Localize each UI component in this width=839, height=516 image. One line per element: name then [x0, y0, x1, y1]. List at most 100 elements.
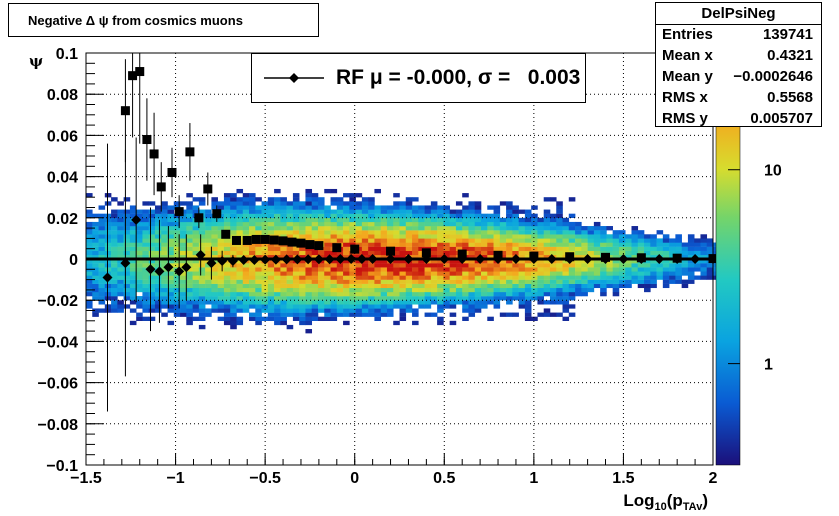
heatmap-cell: [506, 213, 513, 218]
heatmap-cell: [86, 221, 93, 227]
heatmap-cell: [669, 263, 676, 268]
heatmap-cell: [217, 226, 225, 231]
heatmap-cell: [280, 283, 287, 289]
heatmap-cell: [305, 316, 313, 321]
heatmap-cell: [249, 271, 256, 276]
heatmap-cell: [217, 201, 225, 206]
heatmap-cell: [349, 205, 356, 210]
heatmap-cell: [261, 221, 269, 227]
heatmap-cell: [543, 242, 551, 247]
heatmap-cell: [543, 209, 551, 214]
heatmap-cell: [167, 259, 175, 264]
heatmap-cell: [418, 242, 425, 247]
heatmap-cell: [462, 304, 469, 309]
heatmap-cell: [230, 209, 237, 214]
heatmap-cell: [211, 263, 218, 268]
heatmap-cell: [111, 250, 118, 256]
heatmap-cell: [255, 291, 262, 297]
heatmap-cell: [223, 193, 231, 198]
y-tick-label: −0.1: [46, 458, 78, 475]
heatmap-cell: [430, 250, 438, 256]
heatmap-cell: [474, 226, 482, 231]
heatmap-cell: [694, 275, 701, 280]
heatmap-cell: [687, 254, 695, 260]
x-tick-label: 1: [529, 470, 538, 487]
heatmap-cell: [173, 291, 181, 297]
heatmap-cell: [317, 263, 325, 268]
heatmap-cell: [236, 230, 244, 235]
heatmap-cell: [593, 259, 601, 264]
heatmap-cell: [543, 300, 551, 305]
heatmap-cell: [154, 254, 162, 260]
heatmap-cell: [430, 263, 438, 268]
heatmap-cell: [412, 308, 419, 313]
heatmap-cell: [399, 312, 407, 317]
heatmap-cell: [355, 259, 363, 264]
heatmap-cell: [531, 213, 538, 218]
heatmap-cell: [455, 279, 463, 284]
heatmap-cell: [600, 242, 607, 247]
heatmap-cell: [386, 221, 394, 227]
heatmap-cell: [600, 226, 607, 231]
heatmap-cell: [186, 271, 193, 276]
heatmap-cell: [412, 250, 419, 256]
heatmap-cell: [518, 304, 526, 309]
heatmap-cell: [267, 304, 275, 309]
heatmap-cell: [662, 238, 670, 243]
heatmap-cell: [123, 197, 131, 202]
heatmap-cell: [669, 250, 676, 256]
heatmap-cell: [211, 271, 218, 276]
gaussian-mean-diamond-marker: [475, 254, 486, 264]
heatmap-cell: [437, 271, 444, 276]
heatmap-cell: [437, 279, 444, 284]
heatmap-cell: [405, 271, 413, 276]
heatmap-cell: [543, 263, 551, 268]
heatmap-cell: [455, 287, 463, 293]
heatmap-cell: [575, 246, 582, 251]
heatmap-cell: [324, 267, 331, 272]
heatmap-cell: [299, 230, 306, 235]
heatmap-cell: [236, 279, 244, 284]
heatmap-cell: [198, 287, 206, 293]
heatmap-cell: [537, 217, 545, 223]
heatmap-cell: [618, 267, 626, 272]
heatmap-cell: [424, 300, 432, 305]
heatmap-cell: [261, 246, 269, 251]
heatmap-cell: [405, 300, 413, 305]
heatmap-cell: [412, 213, 419, 218]
heatmap-cell: [374, 242, 381, 247]
heatmap-cell: [487, 238, 494, 243]
heatmap-cell: [524, 275, 532, 280]
heatmap-cell: [368, 246, 375, 251]
heatmap-cell: [186, 287, 193, 293]
heatmap-cell: [198, 316, 206, 321]
heatmap-cell: [537, 238, 545, 243]
heatmap-cell: [104, 304, 112, 309]
heatmap-cell: [437, 300, 444, 305]
heatmap-cell: [267, 263, 275, 268]
heatmap-cell: [374, 263, 381, 268]
heatmap-cell: [587, 267, 595, 272]
heatmap-cell: [399, 263, 407, 268]
heatmap-cell: [675, 271, 682, 276]
heatmap-cell: [173, 279, 181, 284]
heatmap-cell: [355, 193, 363, 198]
heatmap-cell: [449, 213, 457, 218]
heatmap-cell: [493, 213, 501, 218]
x-tick-label: −1.5: [70, 470, 102, 487]
heatmap-cell: [556, 242, 563, 247]
heatmap-cell: [581, 267, 588, 272]
heatmap-cell: [299, 296, 306, 301]
heatmap-cell: [223, 300, 231, 305]
heatmap-cell: [418, 259, 425, 264]
heatmap-cell: [644, 254, 651, 260]
heatmap-cell: [336, 230, 344, 235]
heatmap-cell: [512, 217, 519, 223]
heatmap-cell: [136, 242, 143, 247]
heatmap-cell: [355, 287, 363, 293]
heatmap-cell: [173, 283, 181, 289]
heatmap-cell: [349, 238, 356, 243]
heatmap-cell: [455, 234, 463, 239]
heatmap-cell: [211, 238, 218, 243]
heatmap-cell: [136, 226, 143, 231]
